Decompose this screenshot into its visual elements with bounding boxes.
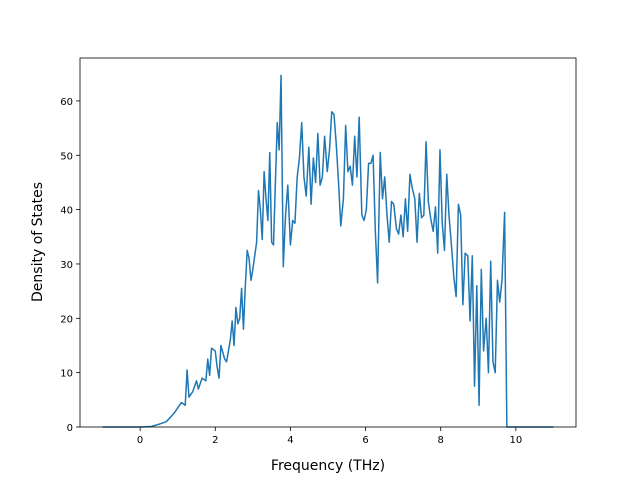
- x-tick-label: 2: [212, 435, 218, 446]
- y-tick-label: 20: [60, 314, 73, 325]
- plot-frame: [79, 57, 577, 428]
- y-tick-label: 50: [60, 151, 73, 162]
- y-axis-label: Density of States: [30, 182, 46, 302]
- y-tick-label: 60: [60, 97, 73, 108]
- data-line: [102, 74, 554, 428]
- y-tick-label: 30: [60, 260, 73, 271]
- y-tick-label: 40: [60, 206, 73, 217]
- x-tick-label: 8: [438, 435, 444, 446]
- y-tick-label: 10: [60, 369, 73, 380]
- x-tick-label: 0: [137, 435, 143, 446]
- y-tick-label: 0: [67, 423, 73, 434]
- x-tick-label: 4: [287, 435, 293, 446]
- x-tick-label: 6: [362, 435, 368, 446]
- x-tick-label: 10: [510, 435, 523, 446]
- x-axis-label: Frequency (THz): [271, 458, 385, 474]
